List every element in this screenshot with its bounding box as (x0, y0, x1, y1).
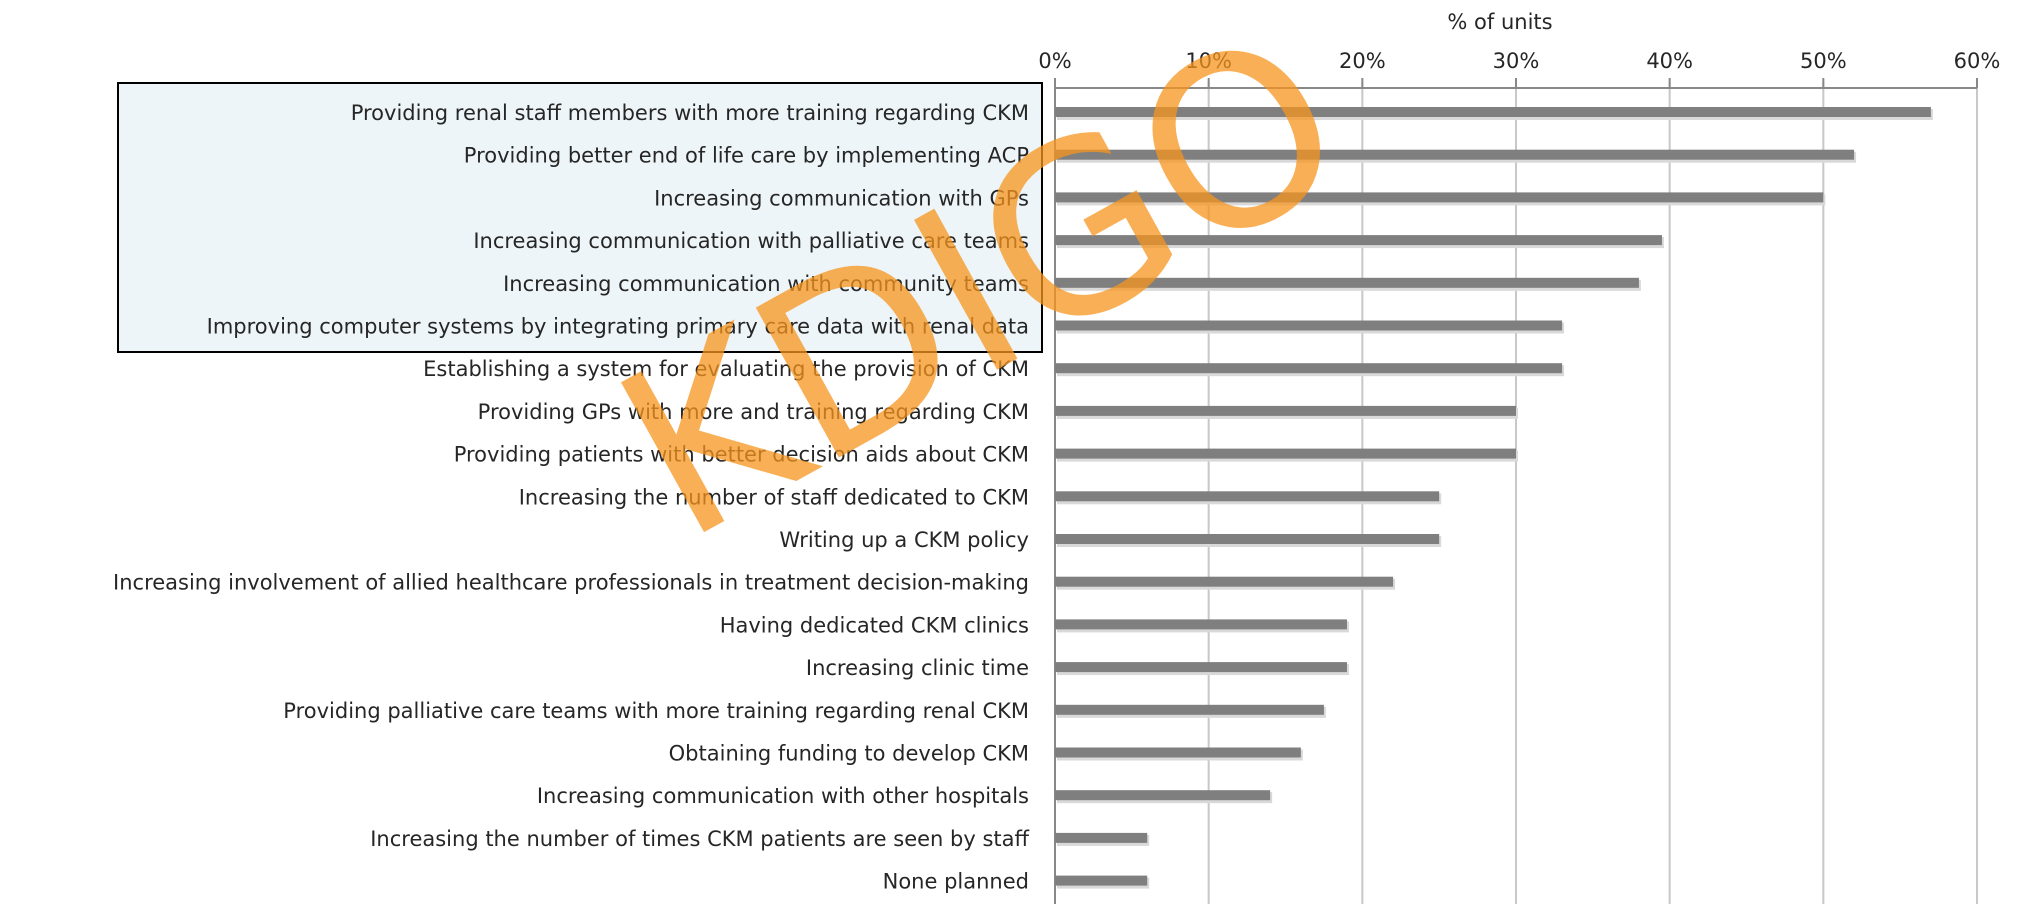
bar (1055, 149, 1855, 160)
y-tick-label: Increasing clinic time (806, 656, 1029, 680)
bar (1055, 405, 1516, 416)
bar (1055, 704, 1324, 715)
bar (1055, 790, 1271, 801)
bar (1055, 832, 1148, 843)
y-tick-label: Obtaining funding to develop CKM (669, 742, 1029, 766)
bar (1055, 320, 1563, 331)
y-tick-label: Increasing involvement of allied healthc… (113, 571, 1029, 595)
highlight-box (117, 82, 1043, 353)
y-tick-label: Providing better end of life care by imp… (464, 144, 1029, 168)
y-tick-label: Providing palliative care teams with mor… (283, 699, 1029, 723)
bar (1055, 576, 1394, 587)
y-tick-label: Having dedicated CKM clinics (720, 613, 1029, 637)
bar (1055, 662, 1347, 673)
y-tick-label: Increasing the number of staff dedicated… (519, 485, 1029, 509)
bar (1055, 277, 1639, 288)
x-tick-label: 10% (1185, 49, 1232, 73)
y-tick-label: Improving computer systems by integratin… (207, 315, 1029, 339)
x-tick-label: 50% (1800, 49, 1847, 73)
x-axis-title: % of units (1447, 10, 1552, 34)
x-tick-label: 60% (1954, 49, 2001, 73)
y-tick-label: Establishing a system for evaluating the… (423, 357, 1029, 381)
bar (1055, 363, 1563, 374)
y-tick-label: Increasing communication with community … (503, 272, 1029, 296)
y-tick-label: Increasing communication with GPs (654, 186, 1029, 210)
y-tick-label: Providing patients with better decision … (454, 443, 1029, 467)
y-tick-label: Increasing the number of times CKM patie… (370, 827, 1029, 851)
bar (1055, 448, 1516, 459)
bar (1055, 875, 1148, 886)
bar (1055, 619, 1347, 630)
bar (1055, 491, 1440, 502)
x-tick-label: 0% (1038, 49, 1071, 73)
bar (1055, 235, 1662, 246)
y-tick-label: None planned (883, 870, 1029, 894)
bar (1055, 107, 1931, 117)
y-tick-label: Increasing communication with palliative… (473, 229, 1029, 253)
bar (1055, 747, 1301, 758)
x-tick-label: 20% (1339, 49, 1386, 73)
bar (1055, 192, 1824, 203)
y-tick-label: Increasing communication with other hosp… (537, 784, 1029, 808)
y-tick-label: Providing GPs with more and training reg… (478, 400, 1029, 424)
x-tick-label: 40% (1646, 49, 1693, 73)
bar (1055, 534, 1440, 544)
y-tick-label: Providing renal staff members with more … (351, 101, 1029, 125)
x-tick-label: 30% (1493, 49, 1540, 73)
y-tick-label: Writing up a CKM policy (779, 528, 1029, 552)
plot-area: 0% 10% 20% 30% 40% 50% 60% Providing renal staf… (113, 49, 2000, 904)
